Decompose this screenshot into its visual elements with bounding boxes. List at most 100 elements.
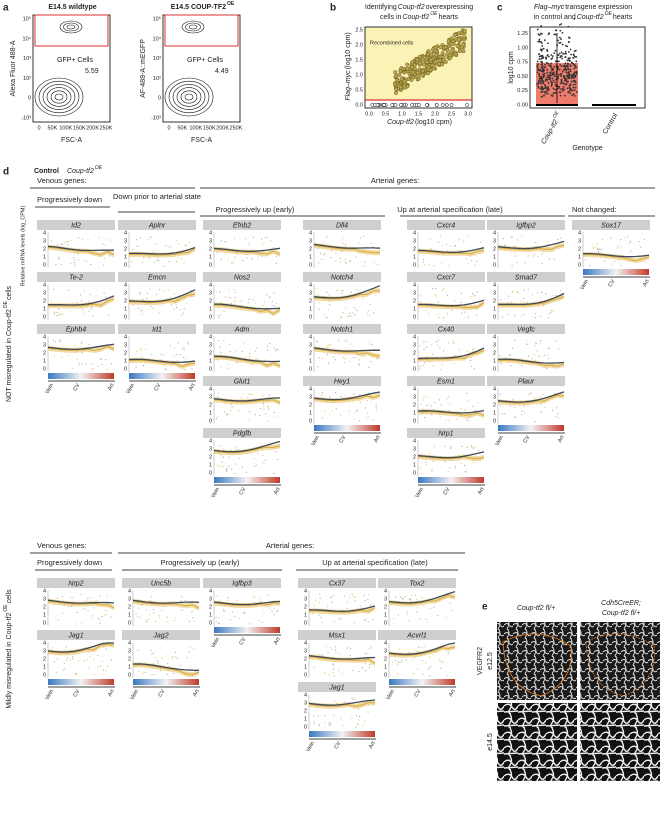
pseudotime-label: CV [153, 382, 162, 392]
cell-point [135, 366, 137, 368]
cell-point [370, 401, 372, 403]
cell-point [514, 314, 516, 316]
cell-point [180, 600, 182, 602]
cell-point [548, 347, 550, 350]
cell-point [550, 311, 552, 314]
cell-point [155, 243, 157, 245]
cell-point [257, 452, 259, 454]
cell-point [558, 60, 560, 63]
y-tick-label: 2 [43, 604, 46, 610]
cell-point [524, 262, 526, 264]
cell-point [79, 362, 81, 365]
cell-point [255, 350, 257, 352]
cell-point [183, 262, 185, 264]
cell-point [364, 261, 366, 263]
cell-point [358, 719, 360, 721]
cell-point [521, 235, 523, 237]
trend-control [313, 347, 381, 352]
gene-name: Cx40 [438, 326, 454, 333]
trend-oe [583, 254, 650, 262]
cell-point [465, 471, 467, 473]
cell-point [434, 401, 436, 404]
cell-point [182, 312, 184, 314]
cell-point [537, 63, 540, 66]
cell-point [429, 52, 434, 57]
pseudotime-bar [389, 679, 455, 685]
cell-point [142, 365, 144, 367]
cell-point [329, 344, 332, 346]
pseudotime-label: CV [333, 740, 342, 750]
cell-point [161, 657, 163, 659]
gene-name: Jag2 [152, 632, 168, 639]
cell-point [68, 311, 70, 313]
gene-header [118, 272, 196, 282]
y-tick-label: 0 [43, 672, 46, 678]
cell-point [547, 76, 550, 79]
cell-point [324, 410, 326, 412]
cell-point [238, 409, 240, 412]
y-tick-label: 2 [309, 246, 312, 252]
cell-point [402, 598, 404, 600]
cell-point [140, 349, 142, 351]
cell-point [363, 619, 365, 621]
pseudotime-label: Vein [385, 689, 396, 701]
text-part: Identifying [365, 4, 397, 11]
cell-point [520, 315, 523, 318]
cell-point [568, 74, 571, 77]
cell-point [342, 237, 344, 239]
cell-point [173, 355, 175, 357]
cell-point [409, 77, 414, 82]
pseudotime-label: Art [557, 434, 566, 443]
cell-point [138, 670, 140, 673]
trend-control [47, 245, 115, 252]
cell-point [541, 90, 544, 93]
cell-point [461, 49, 466, 54]
cell-point [393, 70, 398, 75]
cell-point [507, 301, 509, 303]
y-tick-label: 2 [413, 350, 416, 356]
cell-point [234, 472, 236, 474]
cell-point [538, 53, 541, 56]
cell-point [405, 62, 410, 67]
gene-header [487, 220, 565, 230]
cell-point [546, 92, 549, 95]
cell-point [417, 60, 422, 65]
legend-entry: Coup-tf2OE [67, 165, 103, 175]
cell-point [333, 675, 336, 677]
y-tick-label: 1 [384, 612, 387, 618]
cell-point [503, 244, 506, 246]
cell-point [440, 368, 442, 371]
cell-point [195, 603, 198, 605]
y-axis-label: AF-488-A::mEGFP [140, 39, 147, 98]
cell-point [544, 65, 547, 68]
cell-point [446, 674, 448, 676]
y-tick-label: 1 [413, 306, 416, 312]
contour [54, 93, 64, 101]
cell-point [429, 238, 431, 240]
cell-point [573, 55, 576, 58]
cell-point [571, 94, 574, 97]
x-tick-label: 250K [100, 125, 113, 131]
x-tick-label: 200K [86, 125, 99, 131]
cell-point [352, 669, 354, 672]
cell-point [566, 66, 569, 69]
y-tick-label: 0 [158, 96, 161, 102]
cell-point [193, 648, 195, 650]
cell-point [318, 602, 320, 604]
cell-point [144, 671, 146, 674]
contour [168, 80, 210, 114]
y-tick-label: 3 [209, 394, 212, 400]
y-tick-label: 1 [309, 358, 312, 364]
cell-point [553, 258, 555, 260]
cell-point [253, 458, 255, 460]
cell-point [537, 356, 539, 358]
cell-point [574, 86, 577, 89]
cell-point [552, 409, 554, 411]
cell-point [367, 621, 369, 623]
text-part: Flag–myc [534, 4, 565, 11]
trend-oe [213, 445, 281, 454]
y-tick-label: 4 [43, 588, 46, 594]
cell-point [562, 52, 564, 55]
cell-point [547, 241, 549, 243]
cell-point [221, 461, 223, 463]
